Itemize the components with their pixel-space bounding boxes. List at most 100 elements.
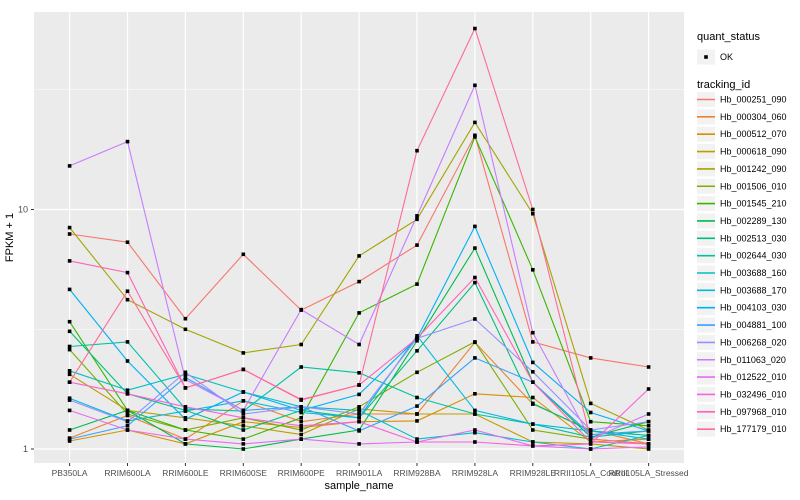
data-point	[241, 447, 246, 451]
data-point	[646, 447, 651, 451]
data-point	[299, 405, 303, 409]
data-point	[67, 287, 72, 292]
data-point	[415, 440, 419, 444]
data-point	[531, 440, 535, 444]
legend-label-Hb_006268_020: Hb_006268_020	[720, 337, 787, 347]
data-point	[125, 270, 130, 275]
data-point	[125, 408, 130, 413]
data-point	[183, 442, 188, 446]
data-point	[588, 401, 593, 406]
data-point	[357, 342, 361, 347]
legend-label-Hb_177179_010: Hb_177179_010	[720, 424, 787, 434]
legend-label-Hb_003688_170: Hb_003688_170	[720, 285, 787, 295]
data-point	[241, 428, 246, 432]
data-point	[357, 279, 361, 284]
data-point	[67, 259, 72, 263]
data-point	[357, 383, 361, 387]
data-point	[357, 254, 361, 258]
data-point	[357, 419, 361, 424]
data-point	[473, 26, 477, 31]
data-point	[67, 372, 72, 377]
data-point	[183, 428, 188, 432]
data-point	[415, 334, 419, 338]
data-point	[646, 387, 651, 391]
legend-label-Hb_002513_030: Hb_002513_030	[720, 233, 787, 243]
data-point	[646, 412, 651, 416]
data-point	[241, 367, 246, 372]
legend-label-Hb_004881_100: Hb_004881_100	[720, 320, 787, 330]
data-point	[241, 412, 246, 416]
data-point	[125, 359, 130, 363]
legend-label-Hb_000304_060: Hb_000304_060	[720, 112, 787, 122]
data-point	[241, 442, 246, 446]
data-point	[531, 207, 535, 212]
data-point	[473, 392, 477, 396]
data-point	[125, 419, 130, 424]
y-tick-label: 1	[23, 444, 28, 454]
data-point	[357, 408, 361, 413]
data-point	[67, 396, 72, 400]
data-point	[125, 297, 130, 302]
data-point	[473, 120, 477, 125]
legend-label-quant-ok: OK	[720, 52, 733, 62]
legend-label-Hb_004103_030: Hb_004103_030	[720, 303, 787, 313]
data-point	[531, 370, 535, 374]
data-point	[241, 416, 246, 420]
data-point	[588, 447, 593, 451]
data-point	[415, 419, 419, 423]
legend-label-Hb_003688_160: Hb_003688_160	[720, 268, 787, 278]
data-point	[531, 422, 535, 426]
data-point	[531, 360, 535, 365]
data-point	[67, 437, 72, 441]
legend-label-Hb_000618_090: Hb_000618_090	[720, 147, 787, 157]
data-point	[299, 419, 303, 424]
data-point	[531, 340, 535, 344]
y-axis-title: FPKM + 1	[4, 213, 16, 262]
data-point	[588, 419, 593, 424]
data-point	[125, 412, 130, 416]
data-point	[588, 437, 593, 441]
data-point	[531, 380, 535, 384]
x-axis-title: sample_name	[324, 480, 393, 492]
data-point	[183, 372, 188, 377]
data-point	[67, 344, 72, 349]
data-point	[299, 365, 303, 369]
data-point	[357, 392, 361, 397]
data-point	[299, 437, 303, 441]
data-point	[67, 329, 72, 334]
legend-label-Hb_002289_130: Hb_002289_130	[720, 216, 787, 226]
data-point	[473, 440, 477, 444]
data-point	[415, 217, 419, 222]
data-point	[67, 164, 72, 168]
data-point	[67, 380, 72, 384]
data-point	[125, 240, 130, 244]
data-point	[357, 311, 361, 315]
legend-label-Hb_012522_010: Hb_012522_010	[720, 372, 787, 382]
data-point	[531, 268, 535, 272]
x-tick-label: RRII105LA_Stressed	[609, 468, 689, 478]
data-point	[531, 330, 535, 335]
legend-label-Hb_001506_010: Hb_001506_010	[720, 181, 787, 191]
data-point	[357, 412, 361, 416]
data-point	[473, 246, 477, 250]
data-point	[241, 390, 246, 394]
data-point	[125, 428, 130, 432]
data-point	[646, 365, 651, 369]
legend-label-Hb_001242_090: Hb_001242_090	[720, 164, 787, 174]
data-point	[588, 435, 593, 439]
data-point	[415, 412, 419, 416]
data-point	[183, 377, 188, 382]
data-point	[299, 398, 303, 402]
data-point	[67, 369, 72, 373]
data-point	[183, 375, 188, 380]
data-point	[299, 416, 303, 420]
data-point	[646, 445, 651, 449]
legend-title-tracking-id: tracking_id	[697, 79, 750, 91]
data-point	[125, 340, 130, 344]
data-point	[125, 289, 130, 293]
x-tick-label: RRIM600SE	[220, 468, 268, 478]
data-point	[415, 404, 419, 408]
data-point	[183, 316, 188, 321]
data-point	[183, 370, 188, 375]
